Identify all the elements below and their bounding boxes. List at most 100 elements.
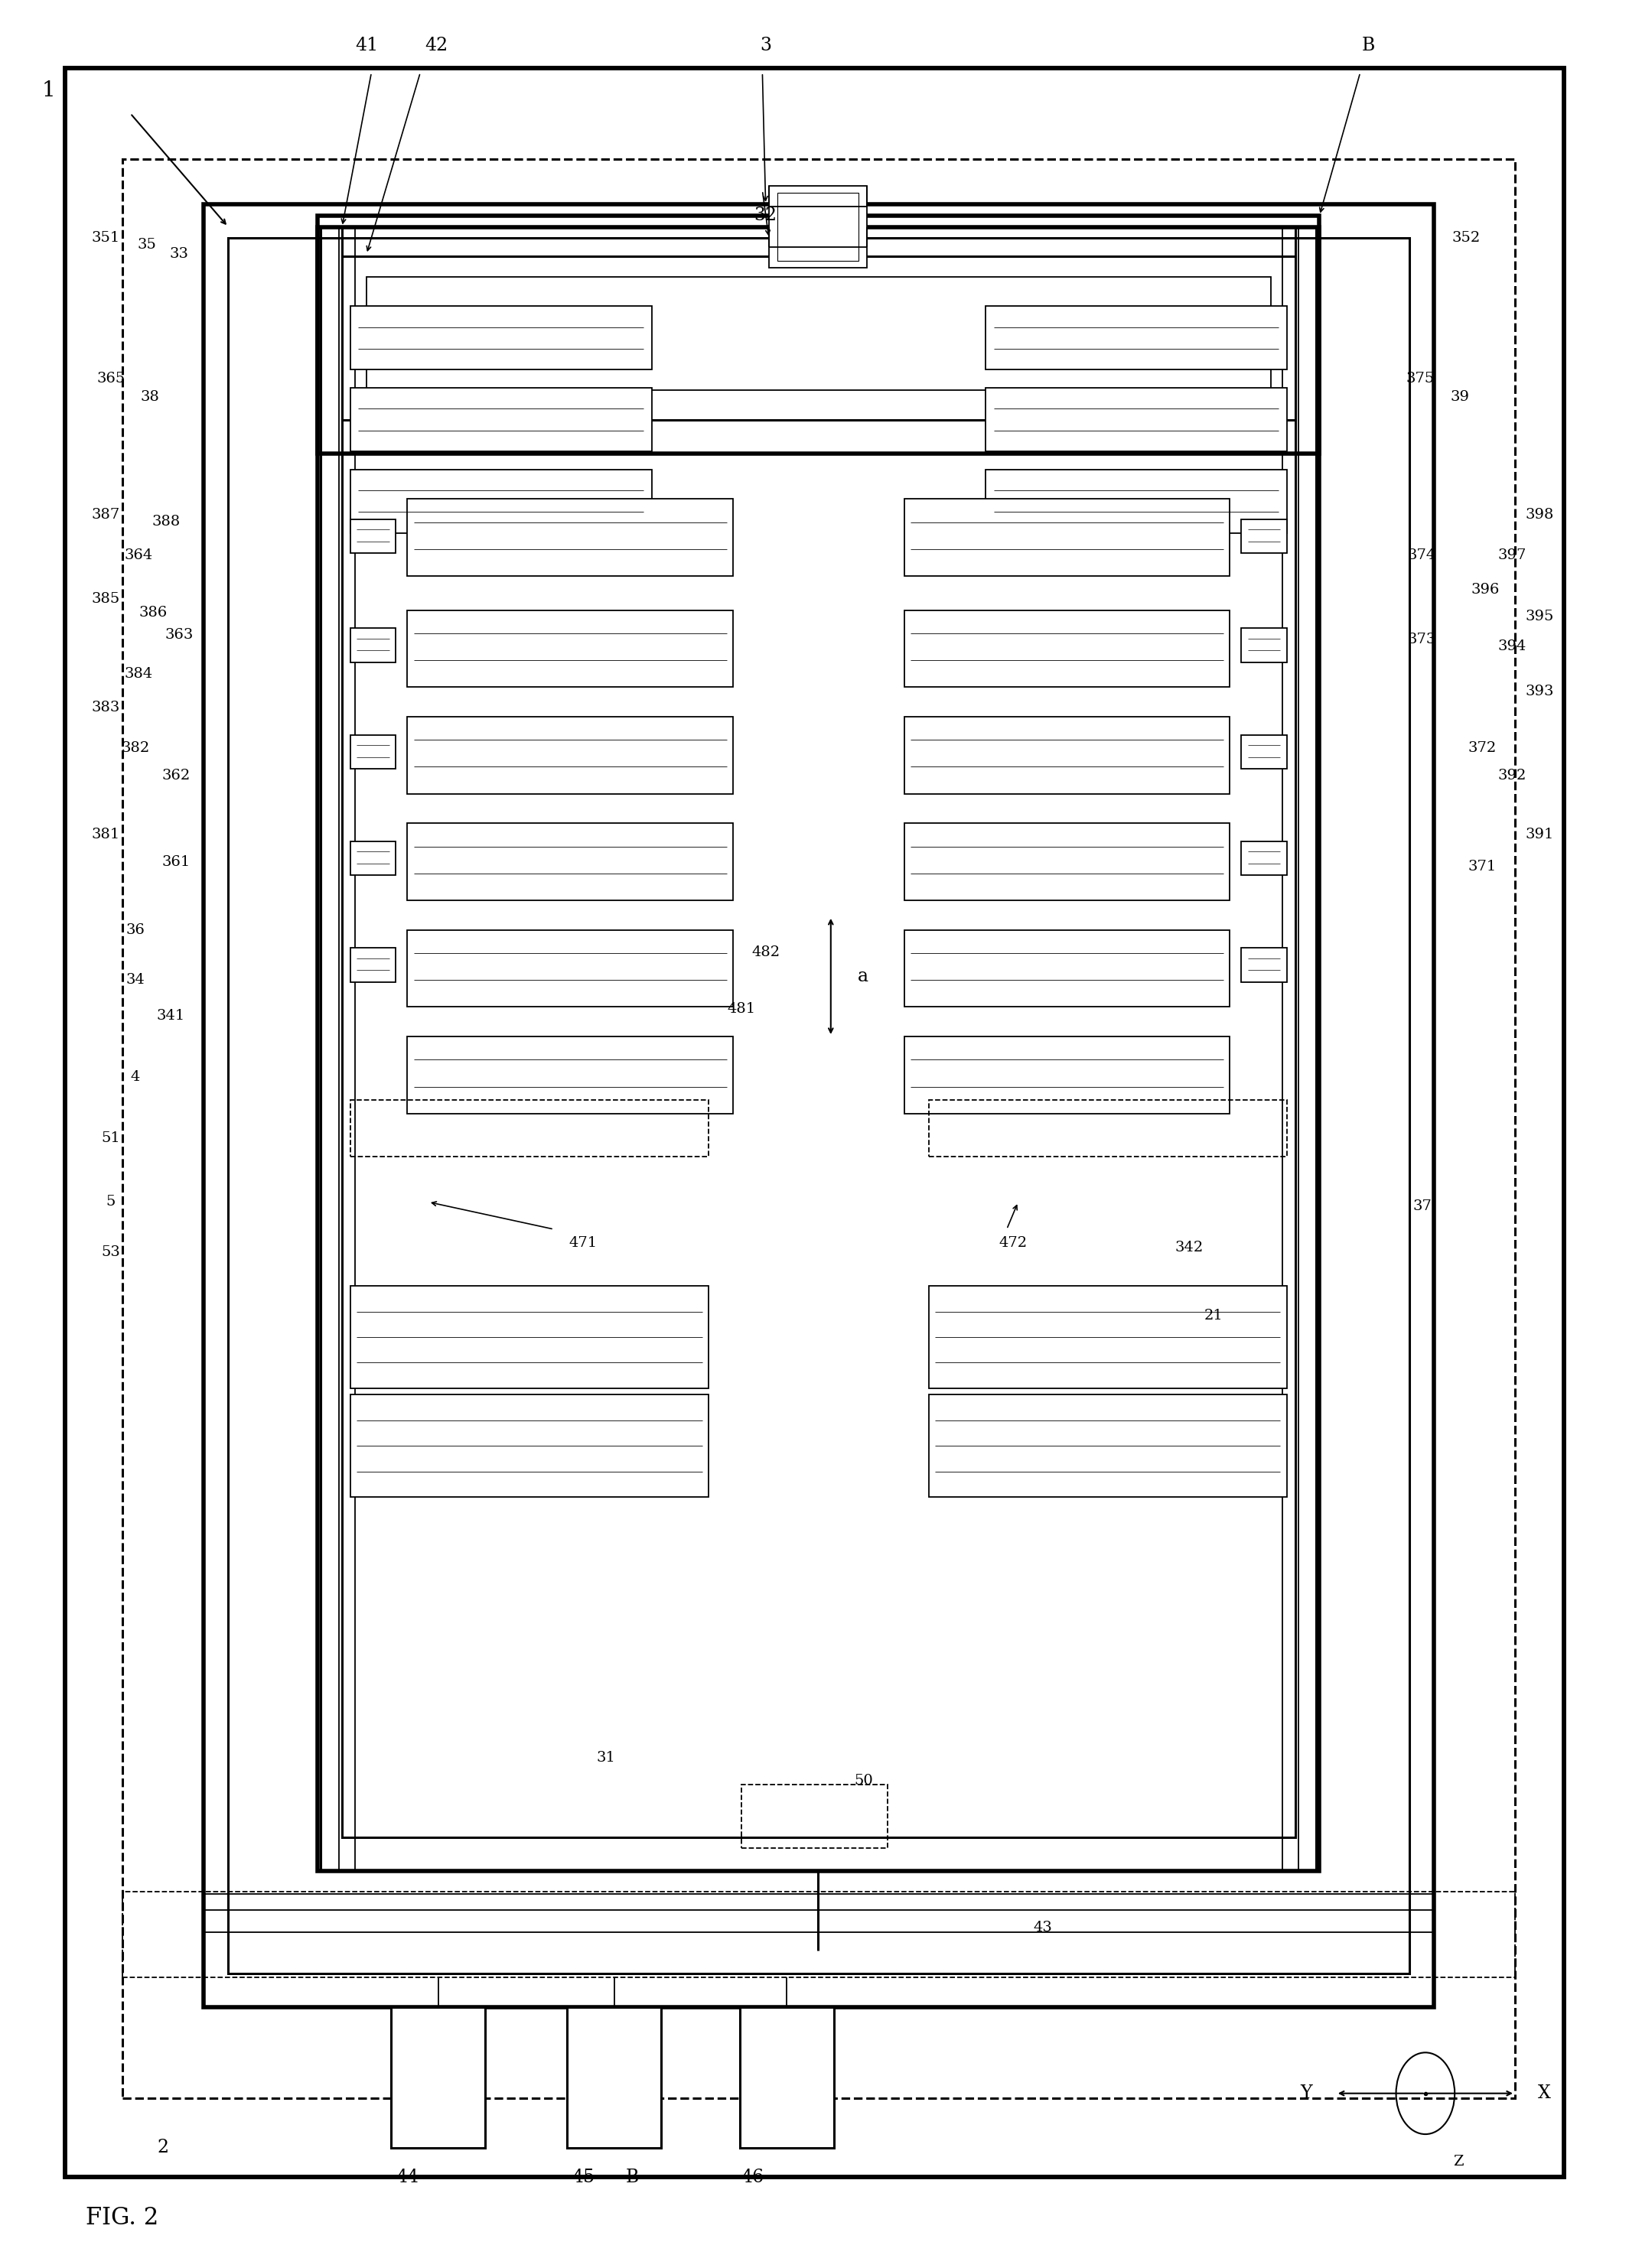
Text: 50: 50 bbox=[854, 1774, 873, 1787]
Bar bbox=[1241, 628, 1287, 662]
Text: 375: 375 bbox=[1406, 372, 1435, 386]
Text: Y: Y bbox=[1300, 2084, 1313, 2102]
Text: 361: 361 bbox=[161, 855, 191, 869]
Text: 384: 384 bbox=[124, 667, 153, 680]
Text: 51: 51 bbox=[101, 1132, 121, 1145]
Text: 3: 3 bbox=[759, 36, 772, 54]
Text: 482: 482 bbox=[751, 946, 780, 959]
Text: 394: 394 bbox=[1497, 640, 1526, 653]
Bar bbox=[741, 1785, 888, 1848]
Bar bbox=[122, 1892, 1515, 1978]
Bar bbox=[777, 193, 858, 261]
Bar bbox=[350, 628, 396, 662]
Bar bbox=[228, 238, 1409, 1973]
Text: 395: 395 bbox=[1525, 610, 1554, 624]
Bar bbox=[342, 227, 1295, 1837]
Text: 386: 386 bbox=[138, 606, 168, 619]
Text: 374: 374 bbox=[1407, 549, 1437, 562]
Text: 351: 351 bbox=[91, 231, 121, 245]
Bar bbox=[391, 2007, 485, 2148]
Text: 35: 35 bbox=[137, 238, 156, 252]
Bar bbox=[904, 823, 1230, 900]
Text: 481: 481 bbox=[727, 1002, 756, 1016]
Bar bbox=[904, 610, 1230, 687]
Text: 391: 391 bbox=[1525, 828, 1554, 841]
Bar bbox=[904, 1036, 1230, 1114]
Text: 363: 363 bbox=[165, 628, 194, 642]
Text: 44: 44 bbox=[396, 2168, 419, 2186]
Text: 21: 21 bbox=[1204, 1309, 1223, 1322]
Text: 1: 1 bbox=[42, 79, 55, 102]
Text: 39: 39 bbox=[1450, 390, 1469, 404]
Text: 472: 472 bbox=[999, 1236, 1028, 1250]
Bar bbox=[1241, 841, 1287, 875]
Bar bbox=[407, 717, 733, 794]
Bar bbox=[407, 610, 733, 687]
Text: 45: 45 bbox=[572, 2168, 595, 2186]
Bar bbox=[350, 735, 396, 769]
Text: a: a bbox=[858, 968, 868, 984]
Text: Z: Z bbox=[1453, 2155, 1463, 2168]
Text: 398: 398 bbox=[1525, 508, 1554, 522]
Text: 2: 2 bbox=[156, 2139, 169, 2157]
Bar bbox=[904, 717, 1230, 794]
Bar bbox=[318, 227, 1319, 454]
Text: FIG. 2: FIG. 2 bbox=[86, 2207, 158, 2229]
Bar bbox=[204, 204, 1434, 2007]
Bar bbox=[407, 823, 733, 900]
Bar bbox=[407, 930, 733, 1007]
Bar bbox=[1241, 735, 1287, 769]
Text: 41: 41 bbox=[355, 36, 378, 54]
Bar bbox=[350, 306, 652, 370]
Text: 364: 364 bbox=[124, 549, 153, 562]
Text: 362: 362 bbox=[161, 769, 191, 782]
Text: 352: 352 bbox=[1451, 231, 1481, 245]
Text: 372: 372 bbox=[1468, 742, 1497, 755]
Bar bbox=[929, 1100, 1287, 1157]
Text: 31: 31 bbox=[596, 1751, 616, 1765]
Text: 34: 34 bbox=[125, 973, 145, 987]
Bar bbox=[318, 215, 1319, 1871]
Bar bbox=[350, 948, 396, 982]
Bar bbox=[986, 306, 1287, 370]
Bar bbox=[122, 159, 1515, 2098]
Bar bbox=[986, 469, 1287, 533]
Text: 33: 33 bbox=[169, 247, 189, 261]
Text: B: B bbox=[626, 2168, 639, 2186]
Bar bbox=[1241, 948, 1287, 982]
Text: 382: 382 bbox=[121, 742, 150, 755]
Bar bbox=[986, 388, 1287, 451]
Bar bbox=[407, 499, 733, 576]
Bar bbox=[1241, 519, 1287, 553]
Bar bbox=[367, 277, 1271, 390]
Text: 365: 365 bbox=[96, 372, 125, 386]
Text: 471: 471 bbox=[569, 1236, 598, 1250]
Bar bbox=[904, 930, 1230, 1007]
Text: 373: 373 bbox=[1407, 633, 1437, 646]
Bar bbox=[929, 1286, 1287, 1388]
Text: 381: 381 bbox=[91, 828, 121, 841]
Text: 32: 32 bbox=[754, 206, 777, 225]
Bar bbox=[904, 499, 1230, 576]
Text: 342: 342 bbox=[1175, 1241, 1204, 1254]
Text: B: B bbox=[1362, 36, 1375, 54]
Text: 393: 393 bbox=[1525, 685, 1554, 699]
Text: 36: 36 bbox=[125, 923, 145, 937]
Text: 387: 387 bbox=[91, 508, 121, 522]
Text: 43: 43 bbox=[1033, 1921, 1052, 1935]
Bar bbox=[929, 1395, 1287, 1497]
Text: 385: 385 bbox=[91, 592, 121, 606]
Text: 42: 42 bbox=[425, 36, 448, 54]
Bar bbox=[407, 1036, 733, 1114]
Text: 46: 46 bbox=[741, 2168, 764, 2186]
Text: 397: 397 bbox=[1497, 549, 1526, 562]
Text: 38: 38 bbox=[140, 390, 160, 404]
Bar bbox=[350, 1395, 709, 1497]
Bar bbox=[350, 519, 396, 553]
Text: 53: 53 bbox=[101, 1245, 121, 1259]
Text: 341: 341 bbox=[156, 1009, 186, 1023]
Bar bbox=[740, 2007, 834, 2148]
Bar bbox=[342, 256, 1295, 420]
Text: 383: 383 bbox=[91, 701, 121, 714]
Text: 392: 392 bbox=[1497, 769, 1526, 782]
